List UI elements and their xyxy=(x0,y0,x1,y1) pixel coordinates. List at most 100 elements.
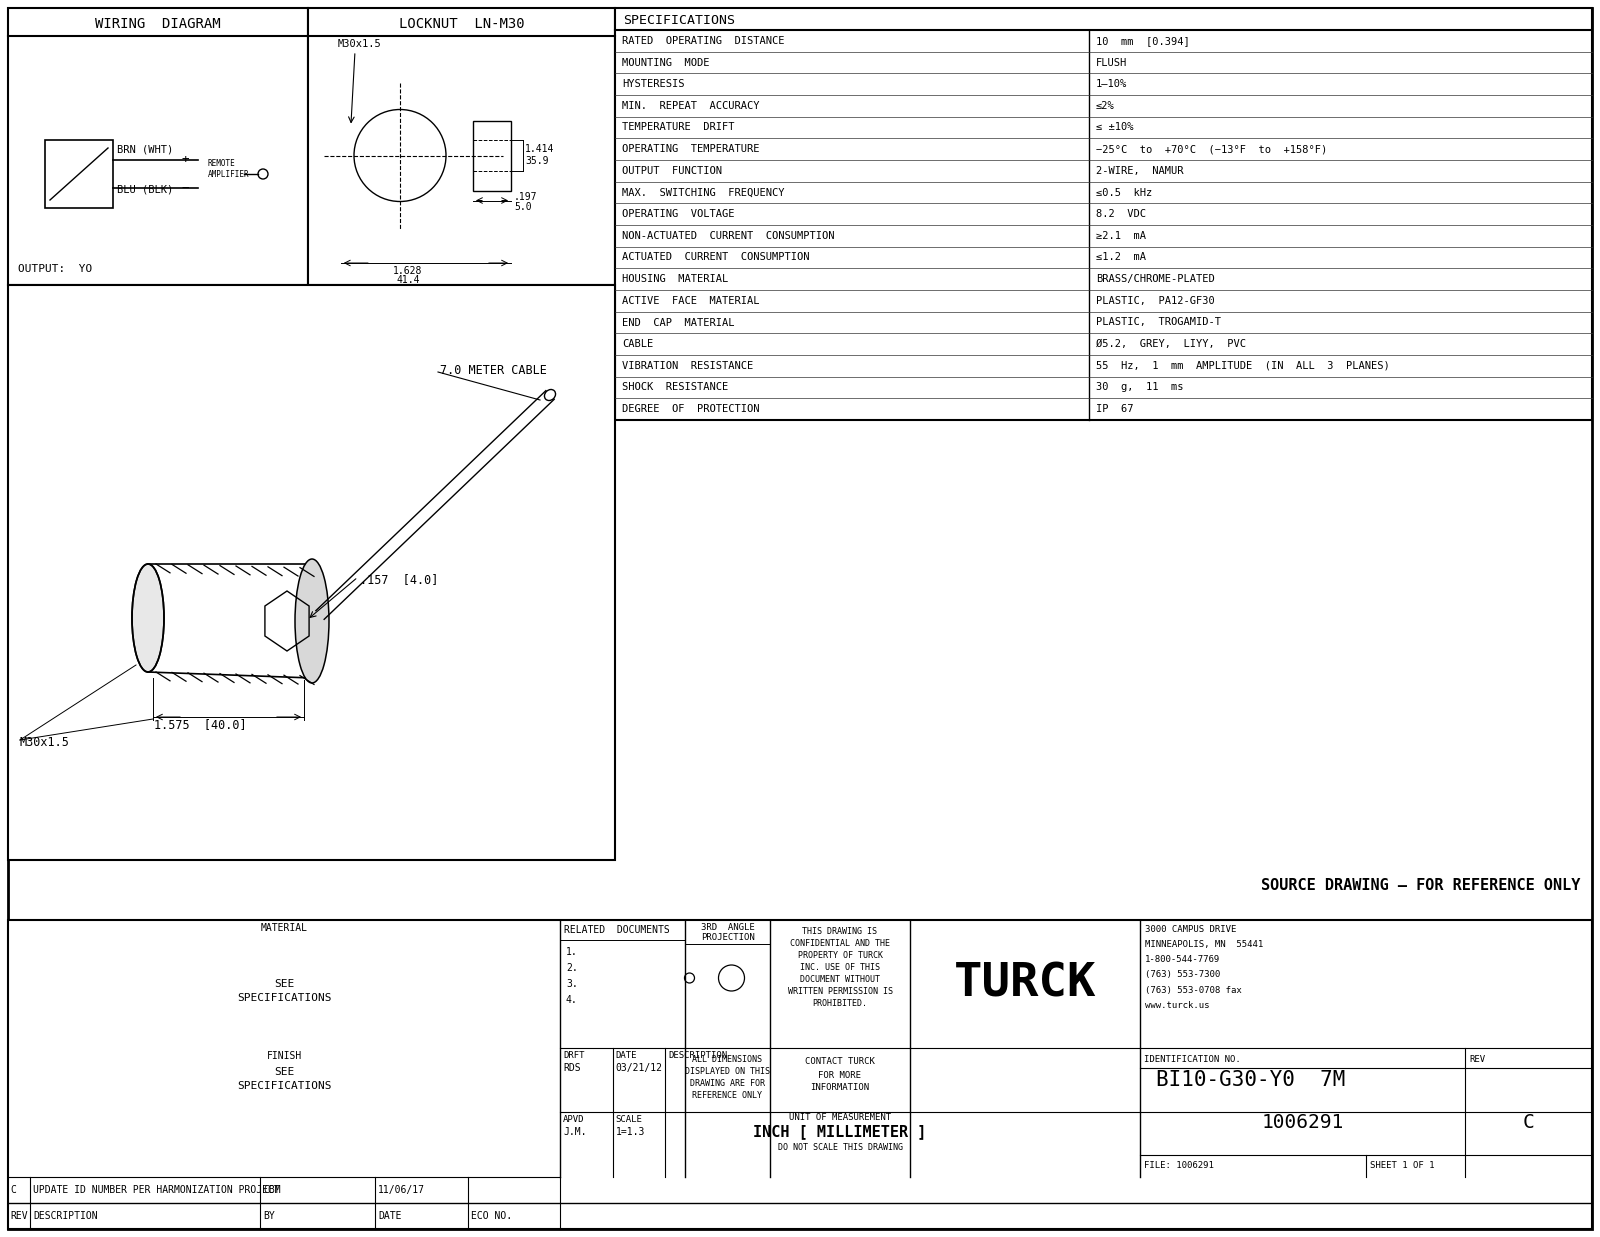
Text: CONFIDENTIAL AND THE: CONFIDENTIAL AND THE xyxy=(790,939,890,949)
Text: DEGREE  OF  PROTECTION: DEGREE OF PROTECTION xyxy=(622,404,760,414)
Text: MIN.  REPEAT  ACCURACY: MIN. REPEAT ACCURACY xyxy=(622,101,760,111)
Text: 1.628: 1.628 xyxy=(394,266,422,276)
Text: REV: REV xyxy=(1469,1054,1485,1064)
Text: 8.2  VDC: 8.2 VDC xyxy=(1096,209,1146,219)
Text: ≤ ±10%: ≤ ±10% xyxy=(1096,122,1133,132)
Text: 2.: 2. xyxy=(566,962,578,974)
Text: (763) 553-7300: (763) 553-7300 xyxy=(1146,971,1221,980)
Text: ACTIVE  FACE  MATERIAL: ACTIVE FACE MATERIAL xyxy=(622,296,760,306)
Text: VIBRATION  RESISTANCE: VIBRATION RESISTANCE xyxy=(622,361,754,371)
Text: −25°C  to  +70°C  (−13°F  to  +158°F): −25°C to +70°C (−13°F to +158°F) xyxy=(1096,145,1326,155)
Text: RATED  OPERATING  DISTANCE: RATED OPERATING DISTANCE xyxy=(622,36,784,46)
Text: END  CAP  MATERIAL: END CAP MATERIAL xyxy=(622,318,734,328)
Text: ≤2%: ≤2% xyxy=(1096,101,1115,111)
Bar xyxy=(8,285,614,860)
Text: ≤1.2  mA: ≤1.2 mA xyxy=(1096,252,1146,262)
Text: 1.414: 1.414 xyxy=(525,145,554,155)
Text: 5.0: 5.0 xyxy=(514,203,531,213)
Text: FINISH: FINISH xyxy=(266,1051,302,1061)
Text: 1-800-544-7769: 1-800-544-7769 xyxy=(1146,955,1221,965)
Text: OPERATING  TEMPERATURE: OPERATING TEMPERATURE xyxy=(622,145,760,155)
Text: 3000 CAMPUS DRIVE: 3000 CAMPUS DRIVE xyxy=(1146,925,1237,934)
Text: SPECIFICATIONS: SPECIFICATIONS xyxy=(237,1081,331,1091)
Text: FOR MORE: FOR MORE xyxy=(819,1070,861,1080)
Text: DESCRIPTION: DESCRIPTION xyxy=(34,1211,98,1221)
Text: PROPERTY OF TURCK: PROPERTY OF TURCK xyxy=(797,951,883,960)
Text: SPECIFICATIONS: SPECIFICATIONS xyxy=(622,14,734,26)
Text: TEMPERATURE  DRIFT: TEMPERATURE DRIFT xyxy=(622,122,734,132)
Ellipse shape xyxy=(294,559,330,683)
Text: CABLE: CABLE xyxy=(622,339,653,349)
Text: INCH [ MILLIMETER ]: INCH [ MILLIMETER ] xyxy=(754,1124,926,1139)
Text: 3RD  ANGLE: 3RD ANGLE xyxy=(701,924,754,933)
Text: NON-ACTUATED  CURRENT  CONSUMPTION: NON-ACTUATED CURRENT CONSUMPTION xyxy=(622,231,835,241)
Text: M30x1.5: M30x1.5 xyxy=(19,736,70,748)
Text: LOCKNUT  LN-M30: LOCKNUT LN-M30 xyxy=(398,17,525,31)
Text: 7.0 METER CABLE: 7.0 METER CABLE xyxy=(440,364,547,376)
Text: (763) 553-0708 fax: (763) 553-0708 fax xyxy=(1146,986,1242,995)
Text: 3.: 3. xyxy=(566,978,578,990)
Text: WIRING  DIAGRAM: WIRING DIAGRAM xyxy=(94,17,221,31)
Text: THIS DRAWING IS: THIS DRAWING IS xyxy=(803,928,877,936)
Text: UPDATE ID NUMBER PER HARMONIZATION PROJECT: UPDATE ID NUMBER PER HARMONIZATION PROJE… xyxy=(34,1185,280,1195)
Text: 1=1.3: 1=1.3 xyxy=(616,1127,645,1137)
Text: SHOCK  RESISTANCE: SHOCK RESISTANCE xyxy=(622,382,728,392)
Text: .197: .197 xyxy=(514,193,538,203)
Text: BI10-G30-Y0  7M: BI10-G30-Y0 7M xyxy=(1157,1070,1346,1090)
Text: 10  mm  [0.394]: 10 mm [0.394] xyxy=(1096,36,1189,46)
Text: DO NOT SCALE THIS DRAWING: DO NOT SCALE THIS DRAWING xyxy=(778,1143,902,1153)
Text: ALL DIMENSIONS: ALL DIMENSIONS xyxy=(693,1055,763,1065)
Text: SPECIFICATIONS: SPECIFICATIONS xyxy=(237,993,331,1003)
Text: IDENTIFICATION NO.: IDENTIFICATION NO. xyxy=(1144,1054,1240,1064)
Text: ACTUATED  CURRENT  CONSUMPTION: ACTUATED CURRENT CONSUMPTION xyxy=(622,252,810,262)
Text: DATE: DATE xyxy=(616,1051,637,1060)
Text: SOURCE DRAWING – FOR REFERENCE ONLY: SOURCE DRAWING – FOR REFERENCE ONLY xyxy=(1261,877,1581,893)
Text: REMOTE
AMPLIFIER: REMOTE AMPLIFIER xyxy=(208,160,250,178)
Text: 1.575  [40.0]: 1.575 [40.0] xyxy=(154,719,246,731)
Text: BRASS/CHROME-PLATED: BRASS/CHROME-PLATED xyxy=(1096,275,1214,285)
Text: SCALE: SCALE xyxy=(616,1116,642,1124)
Text: REFERENCE ONLY: REFERENCE ONLY xyxy=(693,1091,763,1101)
Text: DATE: DATE xyxy=(378,1211,402,1221)
Text: SEE: SEE xyxy=(274,978,294,990)
Text: C: C xyxy=(1523,1112,1534,1132)
Text: ≤0.5  kHz: ≤0.5 kHz xyxy=(1096,188,1152,198)
Text: IP  67: IP 67 xyxy=(1096,404,1133,414)
Text: MAX.  SWITCHING  FREQUENCY: MAX. SWITCHING FREQUENCY xyxy=(622,188,784,198)
Text: BLU (BLK): BLU (BLK) xyxy=(117,186,173,195)
Text: TURCK: TURCK xyxy=(954,961,1096,1007)
Text: ECO NO.: ECO NO. xyxy=(470,1211,512,1221)
Text: CONTACT TURCK: CONTACT TURCK xyxy=(805,1058,875,1066)
Text: DOCUMENT WITHOUT: DOCUMENT WITHOUT xyxy=(800,976,880,985)
Text: MOUNTING  MODE: MOUNTING MODE xyxy=(622,57,709,68)
Text: M30x1.5: M30x1.5 xyxy=(338,40,382,49)
Text: 1.: 1. xyxy=(566,948,578,957)
Text: CBM: CBM xyxy=(262,1185,280,1195)
Text: 35.9: 35.9 xyxy=(525,156,549,166)
Text: 30  g,  11  ms: 30 g, 11 ms xyxy=(1096,382,1184,392)
Text: 55  Hz,  1  mm  AMPLITUDE  (IN  ALL  3  PLANES): 55 Hz, 1 mm AMPLITUDE (IN ALL 3 PLANES) xyxy=(1096,361,1389,371)
Text: www.turck.us: www.turck.us xyxy=(1146,1001,1210,1009)
Text: 1–10%: 1–10% xyxy=(1096,79,1126,89)
Bar xyxy=(474,120,510,190)
Text: OUTPUT  FUNCTION: OUTPUT FUNCTION xyxy=(622,166,722,176)
Text: FILE: 1006291: FILE: 1006291 xyxy=(1144,1162,1214,1170)
Text: 03/21/12: 03/21/12 xyxy=(616,1063,662,1072)
Bar xyxy=(614,7,1592,421)
Text: RELATED  DOCUMENTS: RELATED DOCUMENTS xyxy=(563,925,670,935)
Text: ≥2.1  mA: ≥2.1 mA xyxy=(1096,231,1146,241)
Text: J.M.: J.M. xyxy=(563,1127,587,1137)
Text: .157  [4.0]: .157 [4.0] xyxy=(360,574,438,586)
Text: DISPLAYED ON THIS: DISPLAYED ON THIS xyxy=(685,1068,770,1076)
Bar xyxy=(8,920,1592,1230)
Text: REV: REV xyxy=(10,1211,27,1221)
Ellipse shape xyxy=(131,564,165,672)
Text: PLASTIC,  PA12-GF30: PLASTIC, PA12-GF30 xyxy=(1096,296,1214,306)
Text: SHEET 1 OF 1: SHEET 1 OF 1 xyxy=(1370,1162,1435,1170)
Bar xyxy=(8,7,307,285)
Text: HYSTERESIS: HYSTERESIS xyxy=(622,79,685,89)
Text: 2-WIRE,  NAMUR: 2-WIRE, NAMUR xyxy=(1096,166,1184,176)
Text: BY: BY xyxy=(262,1211,275,1221)
Text: PROJECTION: PROJECTION xyxy=(701,933,754,941)
Text: DRFT: DRFT xyxy=(563,1051,584,1060)
